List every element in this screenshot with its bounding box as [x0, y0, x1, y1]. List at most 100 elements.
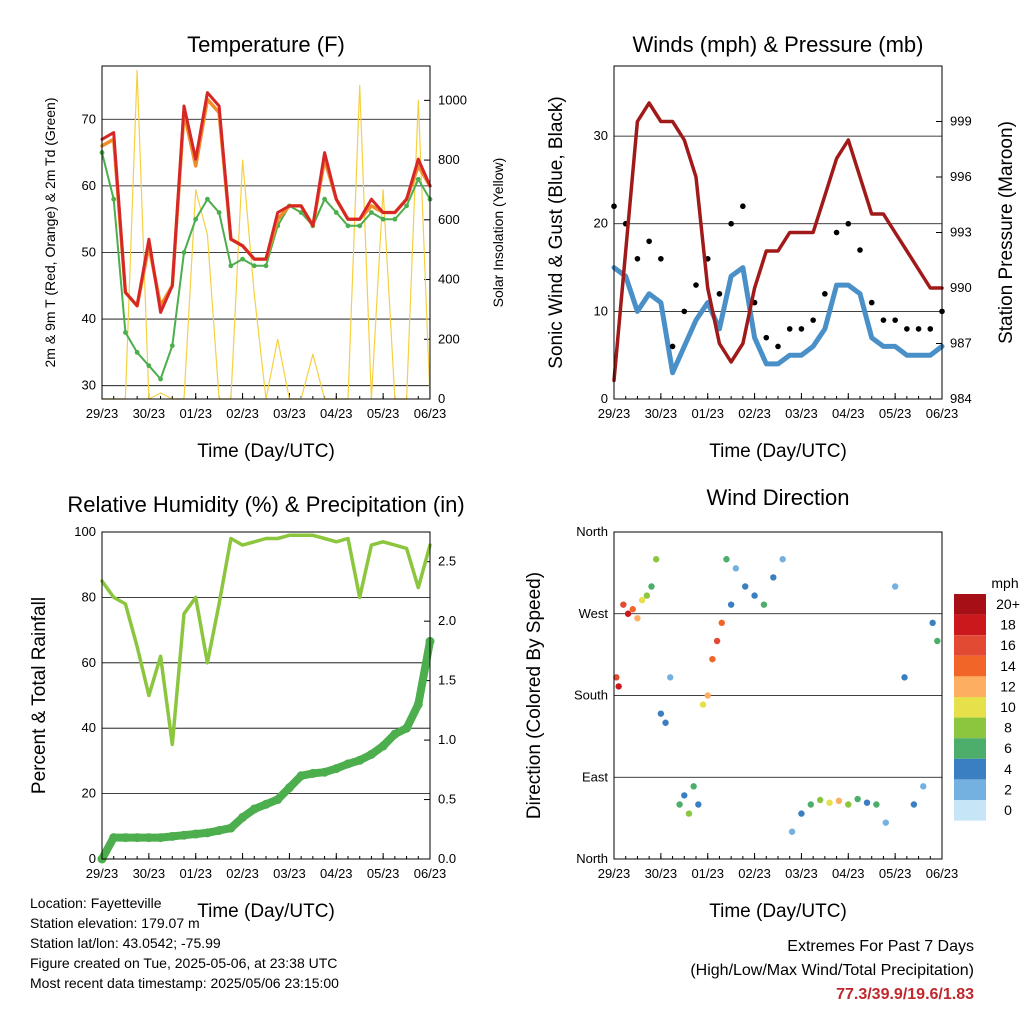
station-info: Location: Fayetteville Station elevation… [30, 893, 339, 993]
wind-direction-point [676, 801, 683, 808]
x-tick-label: 05/23 [367, 866, 400, 881]
gust-point [634, 255, 641, 262]
wind-direction-point [788, 828, 796, 835]
plot-frame [101, 65, 431, 400]
wind-direction-point [873, 801, 880, 808]
legend-label: 4 [1004, 761, 1012, 777]
x-axis-label: Time (Day/UTC) [197, 441, 335, 462]
wind-direction-point [934, 637, 941, 645]
gust-point [740, 203, 746, 210]
y-tick-label: North [576, 851, 608, 866]
y2-axis-label: Station Pressure (Maroon) [996, 121, 1017, 344]
wind-direction-point [662, 719, 669, 726]
x-tick-label: 02/23 [226, 406, 259, 421]
rainfall-point [343, 759, 353, 769]
wind-direction-point [652, 556, 660, 563]
wind-direction-point [620, 601, 627, 608]
wind-direction-point [718, 619, 725, 627]
gust-point [927, 326, 934, 332]
gust-point [915, 326, 922, 332]
y-tick-label: 0 [601, 391, 608, 406]
legend-swatch [954, 635, 986, 656]
y2-tick-label: 200 [438, 331, 460, 346]
chart-panel-1: Temperature (F) 29/23 30/23 01/23 02/23 03/23… [42, 32, 506, 462]
wind-direction-point [826, 799, 833, 806]
y-tick-label: West [579, 606, 609, 621]
legend-swatch [954, 676, 986, 697]
rainfall-point [331, 764, 341, 774]
wind-direction-point [657, 710, 665, 717]
x-tick-label: 29/23 [86, 406, 119, 421]
legend-swatch [954, 614, 986, 636]
legend-label: 6 [1004, 740, 1012, 756]
x-tick-label: 30/23 [645, 406, 678, 421]
y-tick-label: East [582, 769, 608, 784]
rainfall-point [284, 783, 294, 793]
legend-swatch [954, 800, 986, 821]
legend-label: 0 [1004, 802, 1012, 818]
wind-direction-point [742, 583, 749, 590]
rainfall-point [261, 799, 271, 809]
x-tick-label: 06/23 [414, 406, 447, 421]
chart-title: Winds (mph) & Pressure (mb) [633, 32, 924, 57]
rainfall-point [214, 825, 224, 835]
wind-direction-point [807, 801, 814, 808]
gust-point [693, 282, 699, 288]
wind-direction-point [685, 810, 693, 817]
legend-swatch [954, 655, 986, 677]
chart-title: Wind Direction [706, 485, 849, 510]
rainfall-point [308, 768, 318, 778]
y-tick-label: 30 [82, 378, 96, 393]
x-tick-label: 05/23 [879, 866, 912, 881]
x-tick-label: 03/23 [785, 406, 818, 421]
wind-direction-point [760, 601, 768, 608]
rainfall-point [390, 729, 400, 739]
figure-created: Figure created on Tue, 2025-05-06, at 23… [30, 955, 338, 971]
wind-direction-point [709, 655, 716, 663]
rainfall-point [132, 833, 142, 843]
y2-tick-label: 2.0 [438, 613, 456, 628]
wind-direction-point [920, 783, 927, 790]
y2-tick-label: 990 [950, 280, 972, 295]
y-tick-label: 60 [82, 178, 96, 193]
y-tick-label: 40 [82, 311, 96, 326]
gust-point [775, 343, 781, 350]
x-tick-label: 05/23 [879, 406, 912, 421]
legend-swatch [954, 779, 986, 800]
y2-tick-label: 1.5 [438, 673, 456, 688]
wind-direction-point [910, 801, 918, 808]
legend-swatch [954, 738, 986, 759]
sonic-wind-line [611, 265, 945, 376]
wind-direction-point [629, 606, 636, 613]
wind-direction-point [854, 795, 861, 803]
x-tick-label: 01/23 [179, 866, 212, 881]
y2-tick-label: 993 [950, 225, 972, 240]
rainfall-point [167, 831, 177, 841]
x-tick-label: 02/23 [226, 866, 259, 881]
wind-direction-point [863, 799, 871, 806]
gust-point [904, 326, 910, 332]
y2-tick-label: 0 [438, 391, 445, 406]
recent-timestamp: Most recent data timestamp: 2025/05/06 2… [30, 975, 339, 991]
x-tick-label: 02/23 [738, 406, 771, 421]
wind-direction-point [681, 792, 688, 799]
y-tick-label: 60 [82, 655, 96, 670]
rh-line [100, 533, 432, 747]
y2-tick-label: 987 [950, 336, 972, 351]
y2-tick-label: 999 [950, 114, 972, 129]
rainfall-point [413, 699, 423, 709]
wind-direction-point [699, 701, 707, 708]
gust-point [728, 220, 734, 227]
x-tick-label: 30/23 [645, 866, 678, 881]
wind-direction-point [704, 692, 711, 699]
x-tick-label: 06/23 [414, 866, 447, 881]
legend-label: 10 [1000, 699, 1016, 715]
gust-point [822, 291, 828, 297]
y-tick-label: North [576, 524, 608, 539]
legend-label: 18 [1000, 617, 1016, 633]
x-tick-label: 01/23 [691, 866, 724, 881]
x-tick-label: 04/23 [320, 866, 353, 881]
gust-point [763, 334, 770, 341]
x-tick-label: 30/23 [133, 866, 166, 881]
